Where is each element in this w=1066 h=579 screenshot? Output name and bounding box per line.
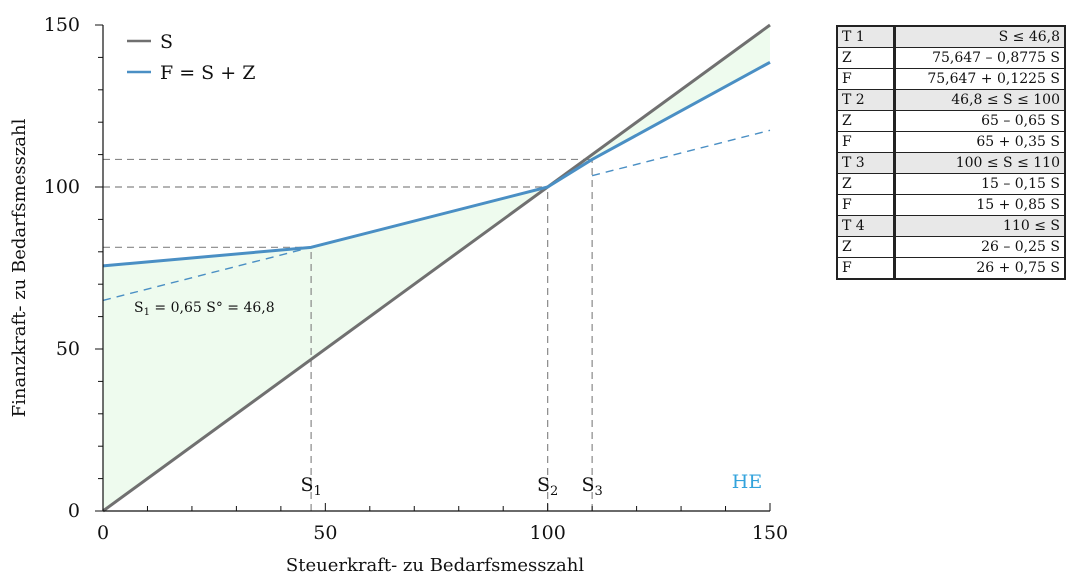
tier-cell: T 4 — [836, 215, 897, 237]
formula-cell: 15 – 0,15 S — [894, 173, 1066, 195]
tick-labels: 0 50 100 150 0 50 100 150 — [44, 14, 788, 544]
tier-cell: T 3 — [836, 152, 897, 174]
series-line-f — [102, 60, 771, 268]
x-axis-title: Steuerkraft- zu Bedarfsmesszahl — [286, 555, 584, 576]
formula-cell: 26 + 0,75 S — [894, 257, 1066, 280]
y-tick-label: 100 — [44, 176, 80, 198]
formula-row: Z 15 – 0,15 S — [836, 173, 1066, 195]
tier-cell: Z — [836, 110, 897, 132]
legend-label-f: F = S + Z — [160, 62, 255, 84]
tier-cell: Z — [836, 47, 897, 69]
annotation-text: = 0,65 S° = 46,8 — [150, 300, 275, 316]
series-lines — [102, 23, 771, 513]
formula-cell: 110 ≤ S — [894, 215, 1066, 237]
extension-lines — [102, 129, 771, 302]
reference-lines — [103, 158, 593, 511]
formula-cell: 46,8 ≤ S ≤ 100 — [894, 89, 1066, 111]
formula-cell: 15 + 0,85 S — [894, 194, 1066, 216]
tier-header-row: T 4 110 ≤ S — [836, 215, 1066, 237]
formula-cell: S ≤ 46,8 — [894, 25, 1066, 48]
y-tick-label: 50 — [56, 338, 80, 360]
marker-labels: S1 S2 S3 — [300, 474, 602, 499]
marker-label: S3 — [581, 474, 602, 499]
formula-row: F 15 + 0,85 S — [836, 194, 1066, 216]
formula-row: F 75,647 + 0,1225 S — [836, 68, 1066, 90]
tier-cell: Z — [836, 236, 897, 258]
s1-annotation: S1 = 0,65 S° = 46,8 — [134, 300, 275, 318]
marker-label: S1 — [300, 474, 321, 499]
y-axis-title: Finanzkraft- zu Bedarfsmesszahl — [9, 118, 30, 417]
formula-cell: 26 – 0,25 S — [894, 236, 1066, 258]
formula-cell: 65 – 0,65 S — [894, 110, 1066, 132]
extension-line — [591, 129, 771, 177]
tier-cell: F — [836, 257, 897, 280]
y-tick-label: 150 — [44, 14, 80, 36]
marker-label: S2 — [537, 474, 558, 499]
tier-cell: T 1 — [836, 25, 897, 48]
axes — [102, 25, 770, 512]
ticks — [95, 24, 771, 512]
x-tick-label: 100 — [530, 522, 566, 544]
series-line-s — [102, 23, 771, 513]
annotation-sub: 1 — [144, 307, 150, 318]
tier-cell: T 2 — [836, 89, 897, 111]
formula-cell: 100 ≤ S ≤ 110 — [894, 152, 1066, 174]
tier-header-row: T 3 100 ≤ S ≤ 110 — [836, 152, 1066, 174]
formula-row: Z 75,647 – 0,8775 S — [836, 47, 1066, 69]
x-tick-label: 50 — [313, 522, 337, 544]
chart: 0 50 100 150 0 50 100 150 Steuerkraft- zu Bedar… — [9, 14, 788, 576]
formula-cell: 75,647 – 0,8775 S — [894, 47, 1066, 69]
formula-cell: 65 + 0,35 S — [894, 131, 1066, 153]
x-tick-label: 0 — [97, 522, 109, 544]
legend-label-s: S — [160, 31, 173, 53]
tier-cell: F — [836, 131, 897, 153]
region-label: HE — [732, 471, 762, 493]
formula-row: Z 65 – 0,65 S — [836, 110, 1066, 132]
y-tick-label: 0 — [68, 500, 80, 522]
extension-line — [102, 246, 312, 302]
legend: S F = S + Z — [127, 31, 255, 84]
formula-row: F 65 + 0,35 S — [836, 131, 1066, 153]
tier-cell: F — [836, 68, 897, 90]
formula-row: Z 26 – 0,25 S — [836, 236, 1066, 258]
formula-cell: 75,647 + 0,1225 S — [894, 68, 1066, 90]
tier-header-row: T 2 46,8 ≤ S ≤ 100 — [836, 89, 1066, 111]
tier-cell: F — [836, 194, 897, 216]
tier-cell: Z — [836, 173, 897, 195]
annotation-prefix: S — [134, 300, 144, 316]
formula-row: F 26 + 0,75 S — [836, 257, 1066, 280]
x-tick-label: 150 — [752, 522, 788, 544]
